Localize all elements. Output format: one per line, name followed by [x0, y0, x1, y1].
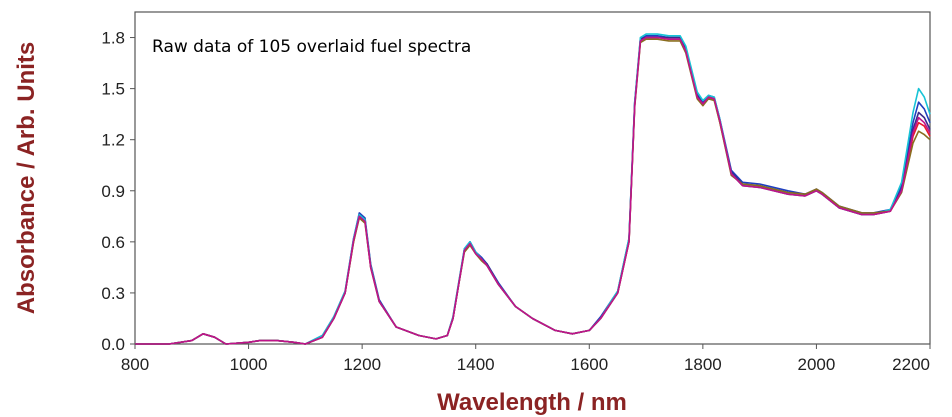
- y-tick-label: 1.2: [101, 131, 125, 150]
- x-tick-label: 1000: [230, 355, 268, 374]
- series-layer: [135, 33, 931, 345]
- x-tick-label: 2200: [892, 355, 930, 374]
- y-tick-label: 0.6: [101, 233, 125, 252]
- spectrum-line-6: [135, 36, 931, 345]
- chart-annotation: Raw data of 105 overlaid fuel spectra: [152, 37, 471, 57]
- x-axis: 800 1000 1200 1400 1600 1800 2000 2200: [121, 344, 931, 374]
- plot-area: [134, 11, 931, 345]
- y-axis-title: Absorbance / Arb. Units: [13, 42, 40, 314]
- x-tick-label: 1200: [343, 355, 381, 374]
- y-tick-label: 0.9: [101, 182, 125, 201]
- y-axis: 0.0 0.3 0.6 0.9 1.2 1.5 1.8: [101, 29, 135, 354]
- x-tick-label: 1600: [570, 355, 608, 374]
- y-tick-label: 1.5: [101, 80, 125, 99]
- x-tick-label: 2000: [798, 355, 836, 374]
- y-tick-label: 0.0: [101, 335, 125, 354]
- x-axis-title: Wavelength / nm: [437, 389, 627, 416]
- x-tick-label: 800: [121, 355, 149, 374]
- y-tick-label: 0.3: [101, 284, 125, 303]
- y-tick-label: 1.8: [101, 29, 125, 48]
- x-tick-label: 1800: [684, 355, 722, 374]
- x-tick-label: 1400: [457, 355, 495, 374]
